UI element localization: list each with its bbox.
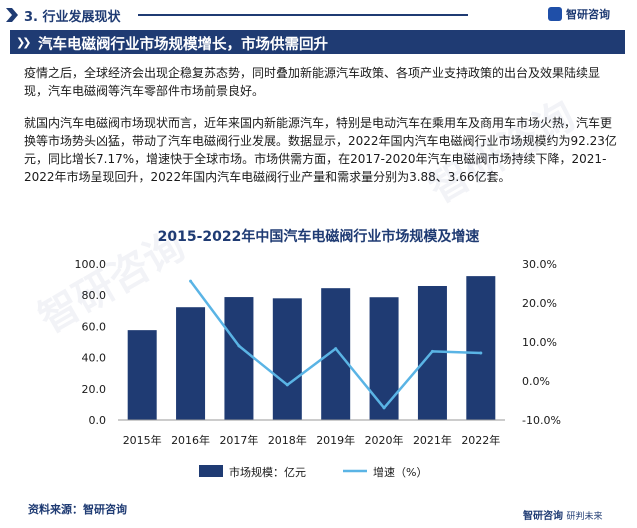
paragraph-market: 就国内汽车电磁阀市场现状而言，近年来国内新能源汽车，特别是电动汽车在乘用车及商用… xyxy=(24,116,617,184)
legend-bar-label: 市场规模：亿元 xyxy=(229,465,306,479)
market-size-chart: 0.0 20.0 40.0 60.0 80.0 100.0 -10.0% 0.0% 10.0% 2… xyxy=(75,258,561,479)
bar xyxy=(127,330,157,420)
top-bar: 3. 行业发展现状 智研咨询 xyxy=(0,0,637,30)
right-axis-tick-label: 20.0% xyxy=(522,297,557,310)
growth-point xyxy=(479,351,483,355)
left-axis-tick-label: 40.0 xyxy=(82,352,107,365)
paragraph-intro: 疫情之后，全球经济会出现企稳复苏态势，同时叠加新能源汽车政策、各项产业支持政策的… xyxy=(24,66,601,98)
footer-logo: 智研咨询 研判未来 xyxy=(523,507,603,522)
growth-point xyxy=(237,344,241,348)
source-note: 资料来源：智研咨询 xyxy=(28,503,127,516)
growth-point xyxy=(285,383,289,387)
x-axis-tick-label: 2021年 xyxy=(413,433,452,447)
growth-point xyxy=(430,349,434,353)
bar xyxy=(369,297,399,420)
right-axis-tick-label: 30.0% xyxy=(522,258,557,271)
x-axis-tick-label: 2017年 xyxy=(219,433,258,447)
growth-point xyxy=(382,406,386,410)
x-axis-tick-label: 2019年 xyxy=(316,433,355,447)
growth-point xyxy=(334,347,338,351)
bar xyxy=(176,307,206,420)
title-bar: ❯❯ 汽车电磁阀行业市场规模增长，市场供需回升 xyxy=(10,30,625,54)
left-axis-tick-label: 20.0 xyxy=(82,383,107,396)
x-axis-tick-label: 2016年 xyxy=(171,433,210,447)
footer-logo-sub: 研判未来 xyxy=(566,512,603,522)
x-axis-tick-label: 2015年 xyxy=(123,433,162,447)
left-axis-tick-label: 60.0 xyxy=(82,320,107,333)
double-chevron-icon: ❯❯ xyxy=(16,36,32,49)
bar xyxy=(321,288,351,420)
logo-text: 智研咨询 xyxy=(566,8,610,21)
right-axis-tick-label: 10.0% xyxy=(522,336,557,349)
left-axis-tick-label: 0.0 xyxy=(89,414,107,427)
x-axis-tick-label: 2020年 xyxy=(365,433,404,447)
bar xyxy=(466,276,496,420)
page-title: 汽车电磁阀行业市场规模增长，市场供需回升 xyxy=(38,37,328,53)
right-axis-tick-label: -10.0% xyxy=(522,414,561,427)
growth-point xyxy=(189,279,193,283)
section-divider xyxy=(138,14,468,16)
left-axis-tick-label: 100.0 xyxy=(75,258,107,271)
bar xyxy=(272,298,302,420)
chart-title: 2015-2022年中国汽车电磁阀行业市场规模及增速 xyxy=(157,229,480,245)
right-axis-tick-label: 0.0% xyxy=(522,375,550,388)
x-axis-tick-label: 2022年 xyxy=(461,433,500,447)
legend-line-label: 增速（%） xyxy=(373,465,427,479)
brand-logo: 智研咨询 xyxy=(548,5,610,23)
legend-bar-swatch xyxy=(199,465,223,477)
logo-icon xyxy=(548,7,562,21)
left-axis-tick-label: 80.0 xyxy=(82,289,107,302)
footer-logo-text: 智研咨询 xyxy=(523,511,563,522)
section-label: 3. 行业发展现状 xyxy=(24,10,121,25)
bar xyxy=(224,297,254,420)
x-axis-tick-label: 2018年 xyxy=(268,433,307,447)
chevron-right-icon xyxy=(6,8,18,22)
